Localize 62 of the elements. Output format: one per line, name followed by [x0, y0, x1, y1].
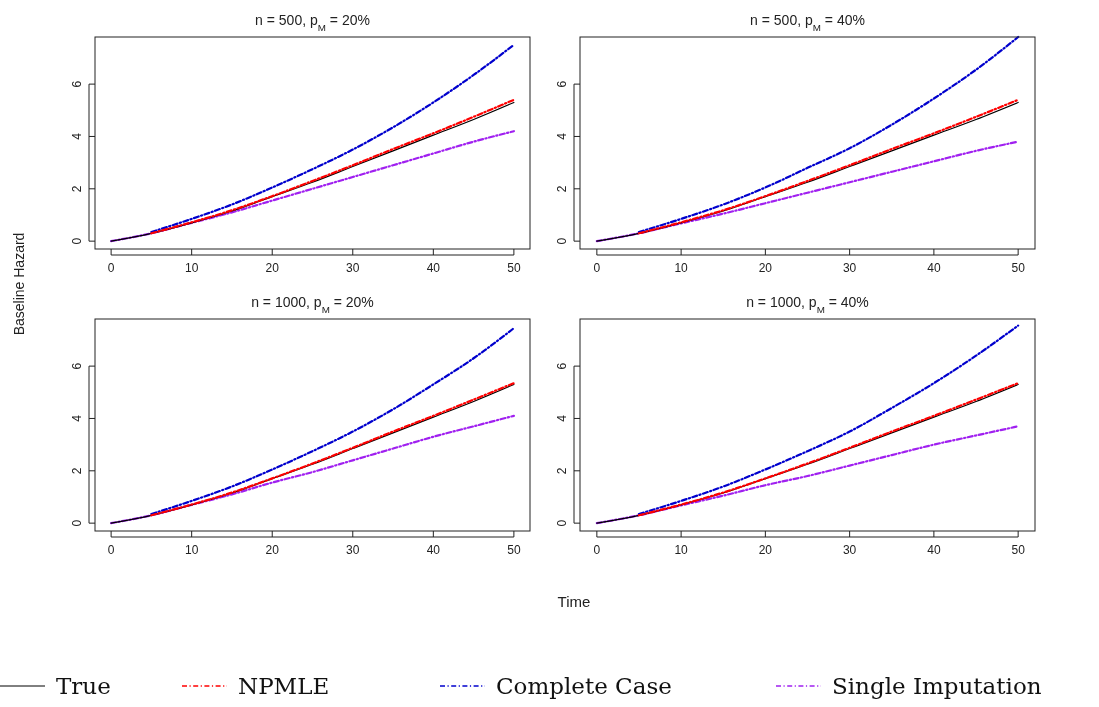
line-series	[637, 324, 1020, 516]
y-tick-label: 4	[555, 414, 569, 422]
x-tick-label: 40	[426, 543, 441, 557]
legend-label: NPMLE	[238, 673, 330, 699]
line-series	[150, 43, 515, 234]
line-series	[110, 101, 515, 242]
x-tick-label: 50	[507, 543, 521, 557]
line-series	[595, 425, 1020, 525]
line-series	[150, 98, 515, 235]
y-tick-label: 4	[555, 132, 569, 140]
y-tick-label: 6	[555, 80, 569, 88]
x-tick-label: 30	[842, 261, 857, 275]
y-tick-label: 4	[70, 414, 84, 422]
x-tick-label: 20	[265, 543, 280, 557]
legend-label: True	[56, 673, 111, 699]
y-tick-label: 2	[555, 185, 569, 193]
line-series	[110, 414, 515, 525]
legend-label: Single Imputation	[832, 673, 1042, 699]
x-tick-label: 20	[265, 261, 280, 275]
legend-label: Complete Case	[496, 673, 672, 699]
x-tick-label: 10	[184, 261, 199, 275]
y-tick-label: 0	[555, 237, 569, 245]
line-series	[595, 140, 1020, 243]
line-series	[150, 327, 515, 516]
x-tick-label: 0	[107, 543, 115, 557]
line-series	[637, 98, 1020, 235]
y-tick-label: 0	[70, 519, 84, 527]
x-tick-label: 40	[426, 261, 441, 275]
x-tick-label: 10	[674, 543, 689, 557]
y-tick-label: 6	[555, 362, 569, 370]
x-tick-label: 0	[593, 543, 601, 557]
y-tick-label: 6	[70, 80, 84, 88]
x-tick-label: 20	[758, 543, 773, 557]
x-tick-label: 0	[107, 261, 115, 275]
y-axis-title: Baseline Hazard	[11, 232, 27, 336]
x-tick-label: 10	[674, 261, 689, 275]
x-axis-title: Time	[557, 593, 591, 610]
y-tick-label: 2	[555, 467, 569, 475]
y-tick-label: 4	[70, 132, 84, 140]
y-tick-label: 0	[555, 519, 569, 527]
y-tick-label: 2	[70, 467, 84, 475]
chart-title: n = 500, p$_{M}$ = 20%	[255, 12, 370, 33]
y-tick-label: 2	[70, 185, 84, 193]
line-series	[637, 35, 1020, 234]
y-tick-label: 6	[70, 362, 84, 370]
chart-title: n = 1000, p$_{M}$ = 40%	[746, 294, 869, 315]
x-tick-label: 50	[1011, 543, 1026, 557]
y-tick-label: 0	[70, 237, 84, 245]
line-series	[596, 101, 1019, 242]
x-tick-label: 10	[184, 543, 199, 557]
chart-title: n = 1000, p$_{M}$ = 20%	[251, 294, 374, 315]
x-tick-label: 30	[842, 543, 857, 557]
x-tick-label: 40	[927, 543, 941, 557]
x-tick-label: 30	[346, 543, 360, 557]
x-tick-label: 20	[758, 261, 773, 275]
chart-title: n = 500, p$_{M}$ = 40%	[750, 12, 865, 33]
x-tick-label: 30	[346, 261, 360, 275]
x-tick-label: 40	[927, 261, 941, 275]
x-tick-label: 50	[507, 261, 521, 275]
line-series	[110, 130, 515, 243]
x-tick-label: 0	[593, 261, 601, 275]
x-tick-label: 50	[1011, 261, 1026, 275]
